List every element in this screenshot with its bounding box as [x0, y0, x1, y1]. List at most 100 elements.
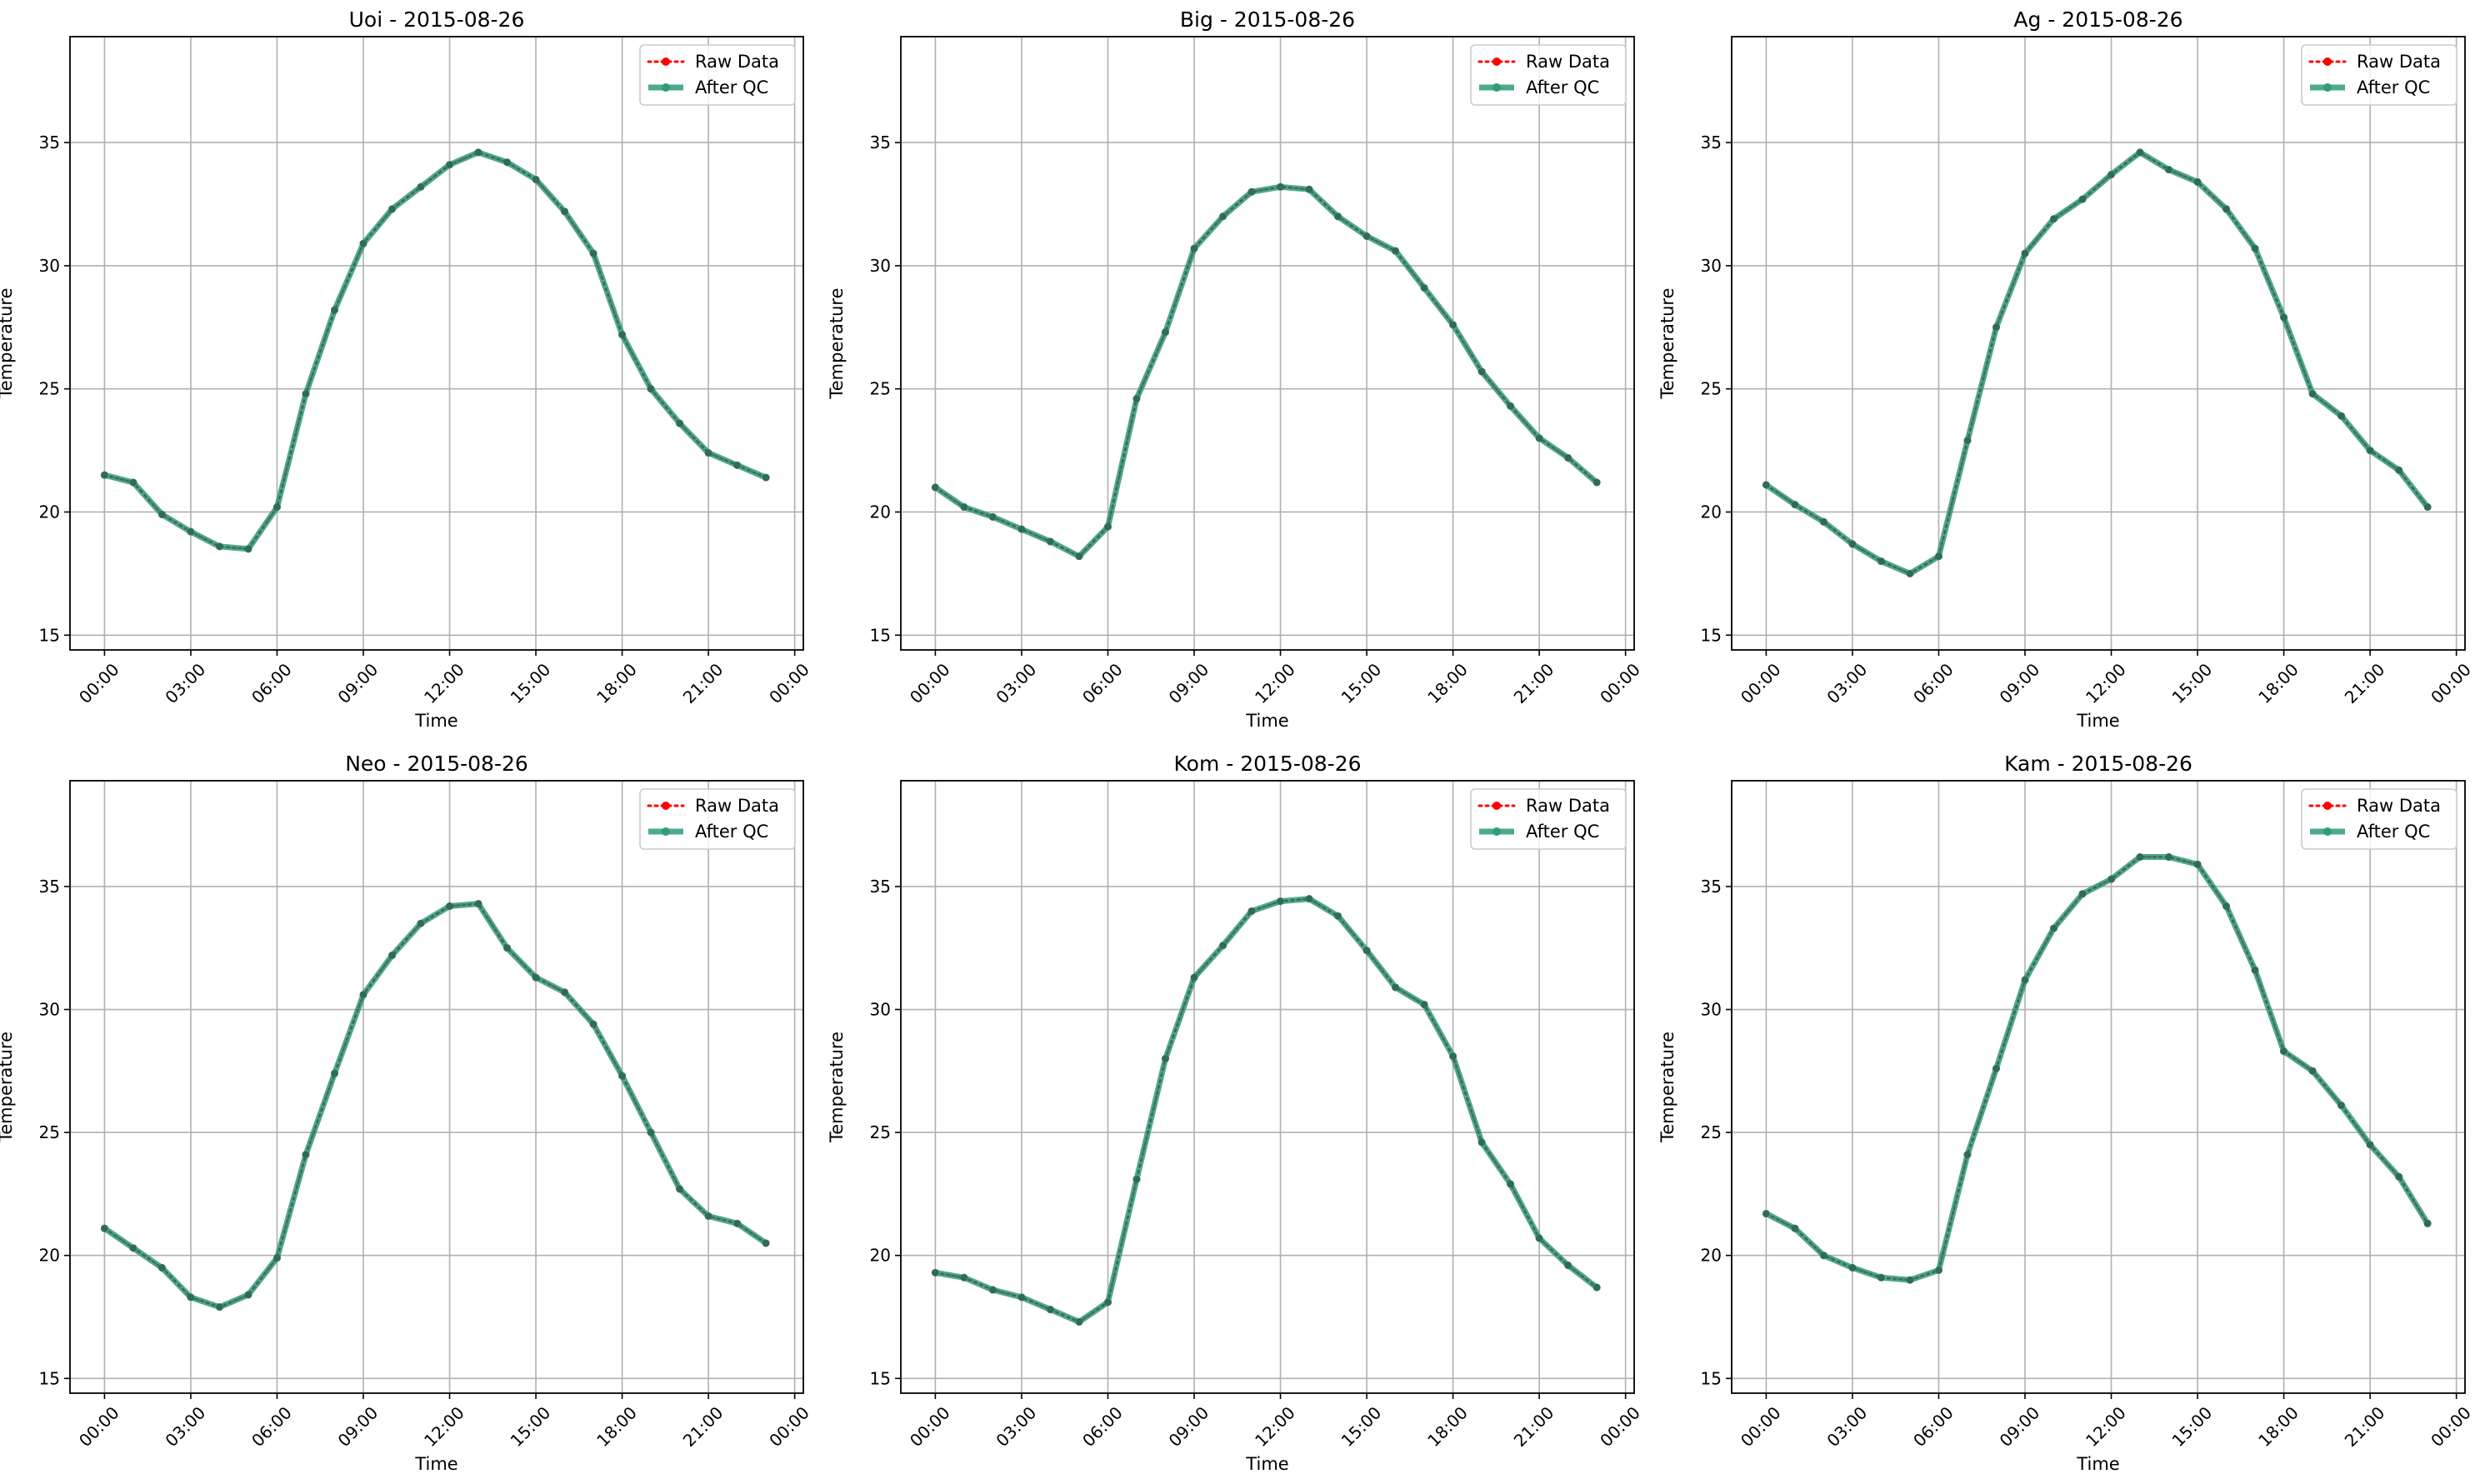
x-tick-label: 00:00 [2427, 659, 2475, 707]
point-overlap [446, 902, 453, 910]
y-tick-label: 25 [39, 1122, 60, 1142]
point-overlap [331, 307, 338, 314]
point-overlap [2424, 1220, 2432, 1227]
point-overlap [1507, 402, 1514, 410]
x-axis-label: Time [414, 711, 458, 731]
y-tick-label: 15 [870, 1368, 891, 1388]
x-tick-label: 00:00 [75, 1402, 123, 1451]
point-overlap [648, 385, 655, 392]
x-tick-label: 09:00 [1996, 659, 2044, 707]
x-tick-label: 21:00 [2341, 1402, 2389, 1451]
x-tick-label: 18:00 [1423, 659, 1472, 707]
point-overlap [960, 1274, 968, 1282]
point-overlap [360, 991, 367, 998]
x-tick-label: 00:00 [765, 659, 813, 707]
x-tick-label: 09:00 [334, 1402, 382, 1451]
point-overlap [1363, 947, 1371, 954]
point-overlap [2252, 245, 2259, 252]
point-overlap [1820, 1252, 1828, 1259]
point-overlap [1848, 540, 1856, 547]
point-overlap [1963, 1151, 1971, 1158]
x-tick-label: 15:00 [2168, 659, 2217, 707]
point-overlap [1906, 1277, 1913, 1284]
point-overlap [2280, 1047, 2288, 1055]
point-overlap [1878, 557, 1885, 565]
legend-qc-label: After QC [2357, 822, 2430, 842]
point-overlap [1277, 897, 1284, 905]
point-overlap [273, 1254, 281, 1262]
series-line-raw-overlay [934, 186, 1598, 558]
x-tick-label: 21:00 [679, 659, 728, 707]
x-tick-label: 00:00 [906, 659, 954, 707]
x-tick-label: 03:00 [1822, 1402, 1871, 1451]
point-overlap [1306, 186, 1313, 193]
subplot-title: Neo - 2015-08-26 [345, 752, 528, 776]
legend-qc-marker [1492, 83, 1501, 92]
y-tick-label: 35 [870, 132, 891, 152]
point-overlap [1162, 328, 1169, 336]
y-tick-label: 30 [39, 256, 60, 276]
y-tick-label: 30 [1701, 1000, 1722, 1020]
y-axis-label: Temperature [0, 287, 16, 399]
y-tick-label: 20 [870, 502, 891, 522]
y-tick-label: 20 [1701, 502, 1722, 522]
x-tick-label: 21:00 [1510, 1402, 1558, 1451]
point-overlap [762, 474, 770, 482]
point-overlap [1593, 1284, 1601, 1292]
x-tick-label: 12:00 [2082, 659, 2130, 707]
point-overlap [302, 1151, 309, 1158]
point-overlap [705, 449, 712, 457]
point-overlap [1306, 895, 1313, 902]
subplot-title: Uoi - 2015-08-26 [349, 7, 525, 32]
point-overlap [1449, 321, 1457, 328]
point-overlap [1449, 1052, 1457, 1060]
legend-raw-label: Raw Data [1526, 52, 1610, 72]
legend-qc-label: After QC [1526, 77, 1599, 97]
point-overlap [1421, 284, 1428, 292]
subplot-4: 00:00 03:00 06:00 09:00 12:00 15:00 18:00 21:00… [0, 752, 813, 1474]
series-line-raw [1764, 856, 2429, 1282]
point-overlap [1018, 526, 1025, 533]
legend-qc-marker [1492, 827, 1501, 836]
point-overlap [1277, 183, 1284, 191]
x-tick-label: 00:00 [75, 659, 123, 707]
x-tick-label: 00:00 [765, 1402, 813, 1451]
subplot-3: 00:00 03:00 06:00 09:00 12:00 15:00 18:00 21:00… [1658, 7, 2475, 731]
point-overlap [2367, 447, 2374, 454]
legend-raw-marker [1492, 802, 1501, 810]
point-overlap [989, 1287, 997, 1294]
point-overlap [2165, 853, 2172, 861]
x-tick-label: 06:00 [248, 1402, 296, 1451]
point-overlap [590, 1021, 598, 1028]
point-overlap [1075, 552, 1082, 560]
x-tick-label: 03:00 [992, 659, 1040, 707]
point-overlap [1219, 942, 1227, 949]
point-overlap [561, 988, 568, 996]
point-overlap [733, 462, 741, 469]
point-overlap [2222, 902, 2230, 910]
point-overlap [1421, 1001, 1428, 1008]
series-line-raw [933, 897, 1598, 1324]
point-overlap [244, 1291, 252, 1298]
y-tick-label: 20 [870, 1246, 891, 1266]
y-tick-label: 30 [1701, 256, 1722, 276]
legend: Raw Data After QC [1470, 788, 1627, 850]
point-overlap [2050, 215, 2058, 222]
point-overlap [2022, 977, 2028, 984]
legend-raw-marker [2323, 802, 2332, 810]
legend-raw-label: Raw Data [695, 52, 779, 72]
point-overlap [418, 920, 425, 927]
y-tick-label: 25 [1701, 379, 1722, 399]
x-tick-label: 15:00 [507, 659, 555, 707]
point-overlap [475, 148, 482, 156]
point-overlap [1191, 974, 1198, 982]
x-tick-label: 00:00 [1596, 1402, 1644, 1451]
point-overlap [932, 483, 939, 491]
x-tick-label: 12:00 [420, 659, 468, 707]
point-overlap [1564, 1262, 1572, 1269]
point-overlap [2022, 250, 2028, 257]
y-tick-label: 15 [39, 1368, 60, 1388]
y-axis-label: Temperature [1658, 1032, 1678, 1143]
x-tick-label: 00:00 [906, 1402, 954, 1451]
series-line-after-qc [1762, 149, 2431, 577]
